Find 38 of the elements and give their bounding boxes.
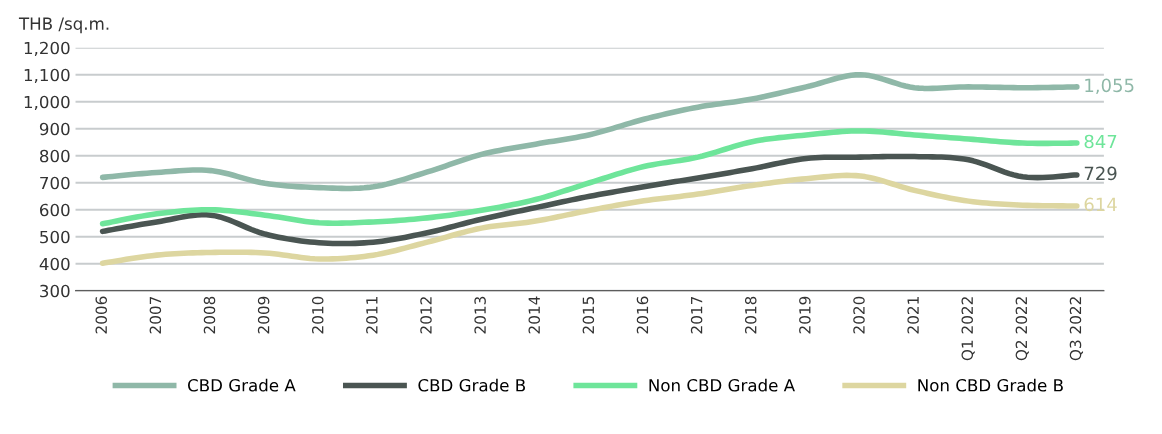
- x-tick-label: Q2 2022: [1015, 297, 1029, 361]
- x-tick-label: Q1 2022: [961, 297, 975, 361]
- x-tick-label: 2020: [853, 296, 865, 334]
- x-tick-label: 2008: [203, 296, 216, 334]
- x-tick-label: 2012: [420, 297, 432, 334]
- x-tick-label: 2015: [582, 296, 595, 334]
- y-tick-label: 700: [40, 176, 70, 190]
- y-tick-label: 600: [40, 203, 70, 217]
- y-tick-label: 800: [39, 149, 70, 163]
- y-tick-label: 1,000: [24, 95, 70, 111]
- x-tick-label: 2018: [744, 296, 757, 334]
- data-label: 1,055: [1085, 78, 1134, 94]
- y-tick-label: 1,100: [24, 68, 70, 84]
- y-tick-label: 300: [40, 284, 70, 298]
- x-tick-label: 2007: [149, 296, 162, 334]
- x-tick-label: 2011: [366, 297, 378, 334]
- x-tick-label: Q3 2022: [1069, 297, 1084, 361]
- y-tick-label: 1,200: [24, 41, 70, 57]
- y-tick-label: 500: [40, 230, 70, 244]
- legend-label: Non CBD Grade A: [649, 378, 795, 392]
- x-tick-label: 2014: [528, 296, 541, 334]
- x-tick-label: 2019: [799, 296, 811, 334]
- x-tick-label: 2016: [636, 296, 649, 334]
- y-axis-title: THB /sq.m.: [18, 17, 109, 34]
- y-tick-label: 900: [39, 122, 70, 136]
- x-tick-label: 2009: [257, 296, 270, 334]
- x-tick-label: 2017: [690, 296, 703, 334]
- legend-label: CBD Grade B: [418, 378, 526, 392]
- x-tick-label: 2021: [907, 297, 919, 334]
- x-tick-label: 2006: [95, 296, 108, 334]
- data-label: 847: [1084, 134, 1117, 149]
- legend-label: CBD Grade A: [187, 378, 296, 392]
- legend-label: Non CBD Grade B: [918, 378, 1063, 392]
- data-label: 614: [1084, 197, 1117, 212]
- y-tick-label: 400: [39, 257, 70, 271]
- x-tick-label: 2013: [474, 296, 486, 334]
- x-tick-label: 2010: [311, 296, 324, 334]
- data-label: 729: [1084, 166, 1117, 181]
